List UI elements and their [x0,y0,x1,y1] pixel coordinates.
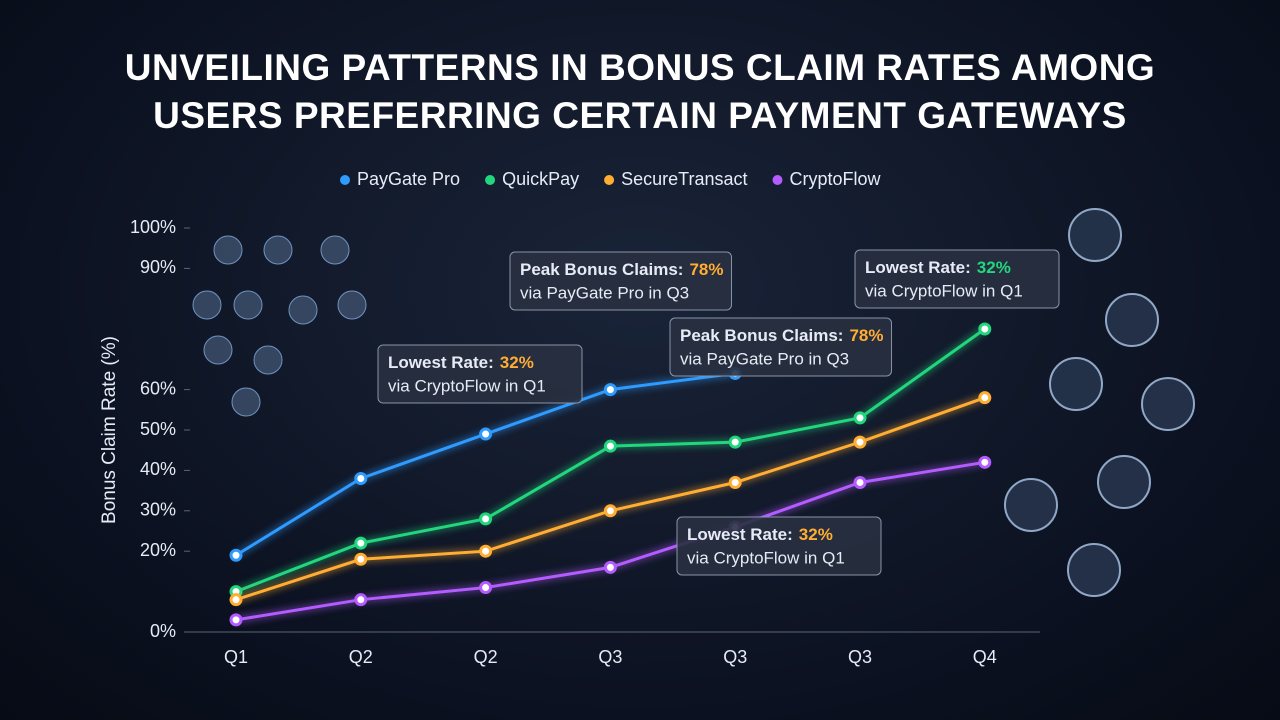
annotation-value: 32% [977,258,1011,277]
annotation: Lowest Rate: 32% via CryptoFlow in Q1 [377,344,583,404]
y-tick-label: 20% [140,540,176,560]
annotation-title: Lowest Rate: [865,258,971,277]
legend-label: CryptoFlow [789,169,881,189]
data-point [229,613,243,627]
data-point [229,548,243,562]
annotation-label: Peak Bonus Claims: 78% [520,260,723,279]
y-tick-label: 90% [140,257,176,277]
data-point [354,471,368,485]
annotation-value: 32% [500,353,534,372]
x-tick-label: Q1 [224,647,248,667]
legend-marker [340,175,350,185]
data-point [479,512,493,526]
x-tick-label: Q3 [848,647,872,667]
annotation-box [377,344,583,404]
decor [192,208,1195,597]
y-tick-label: 40% [140,459,176,479]
x-tick-label: Q3 [723,647,747,667]
x-tick-label: Q2 [474,647,498,667]
data-point [479,544,493,558]
legend-label: QuickPay [502,169,579,189]
annotation-title: Lowest Rate: [388,353,494,372]
data-point [603,504,617,518]
x-tick-label: Q4 [973,647,997,667]
y-tick-label: 0% [150,621,176,641]
y-axis-label: Bonus Claim Rate (%) [99,336,120,524]
x-tick-label: Q3 [598,647,622,667]
y-tick-label: 30% [140,500,176,520]
annotation-note: via PayGate Pro in Q3 [680,349,849,368]
annotation-box [509,251,732,311]
data-point [978,322,992,336]
y-tick-label: 100% [130,217,176,237]
data-point [728,476,742,490]
annotation-value: 32% [799,525,833,544]
x-tick-label: Q2 [349,647,373,667]
legend-marker [604,175,615,185]
data-point [978,455,992,469]
data-point [978,391,992,405]
annotation-box [676,516,882,576]
annotation-label: Lowest Rate: 32% [388,353,534,372]
annotation-label: Peak Bonus Claims: 78% [680,326,883,345]
y-tick-label: 60% [140,378,176,398]
annotation-label: Lowest Rate: 32% [865,258,1011,277]
annotation: Lowest Rate: 32% via CryptoFlow in Q1 [854,249,1060,309]
chart-title: UNVEILING PATTERNS IN BONUS CLAIM RATES … [124,47,1156,136]
data-point [603,439,617,453]
data-point [853,476,867,490]
annotation-note: via PayGate Pro in Q3 [520,283,689,302]
annotation-label: Lowest Rate: 32% [687,525,833,544]
annotation-title: Lowest Rate: [687,525,793,544]
annotation: Peak Bonus Claims: 78%via PayGate Pro in … [509,251,732,311]
legend-marker [485,175,496,185]
annotation-value: 78% [689,260,723,279]
annotation-note: via CryptoFlow in Q1 [865,281,1023,300]
annotation-box [854,249,1060,309]
data-point [479,581,493,595]
annotation-box [669,317,892,377]
annotation: Lowest Rate: 32% via CryptoFlow in Q1 [676,516,882,576]
legend-marker [772,175,783,185]
y-tick-label: 50% [140,419,176,439]
annotation: Peak Bonus Claims: 78%via PayGate Pro in … [669,317,892,377]
annotation-note: via CryptoFlow in Q1 [687,548,845,567]
data-point [728,435,742,449]
data-point [229,593,243,607]
legend-label: PayGate Pro [357,169,460,189]
data-point [354,593,368,607]
annotation-title: Peak Bonus Claims: [680,326,843,345]
data-point [354,536,368,550]
data-point [603,560,617,574]
legend-label: SecureTransact [621,169,747,189]
data-point [853,411,867,425]
annotation-title: Peak Bonus Claims: [520,260,683,279]
data-point [853,435,867,449]
data-point [354,552,368,566]
annotation-note: via CryptoFlow in Q1 [388,376,546,395]
data-point [479,427,493,441]
annotation-value: 78% [849,326,883,345]
data-point [603,383,617,397]
